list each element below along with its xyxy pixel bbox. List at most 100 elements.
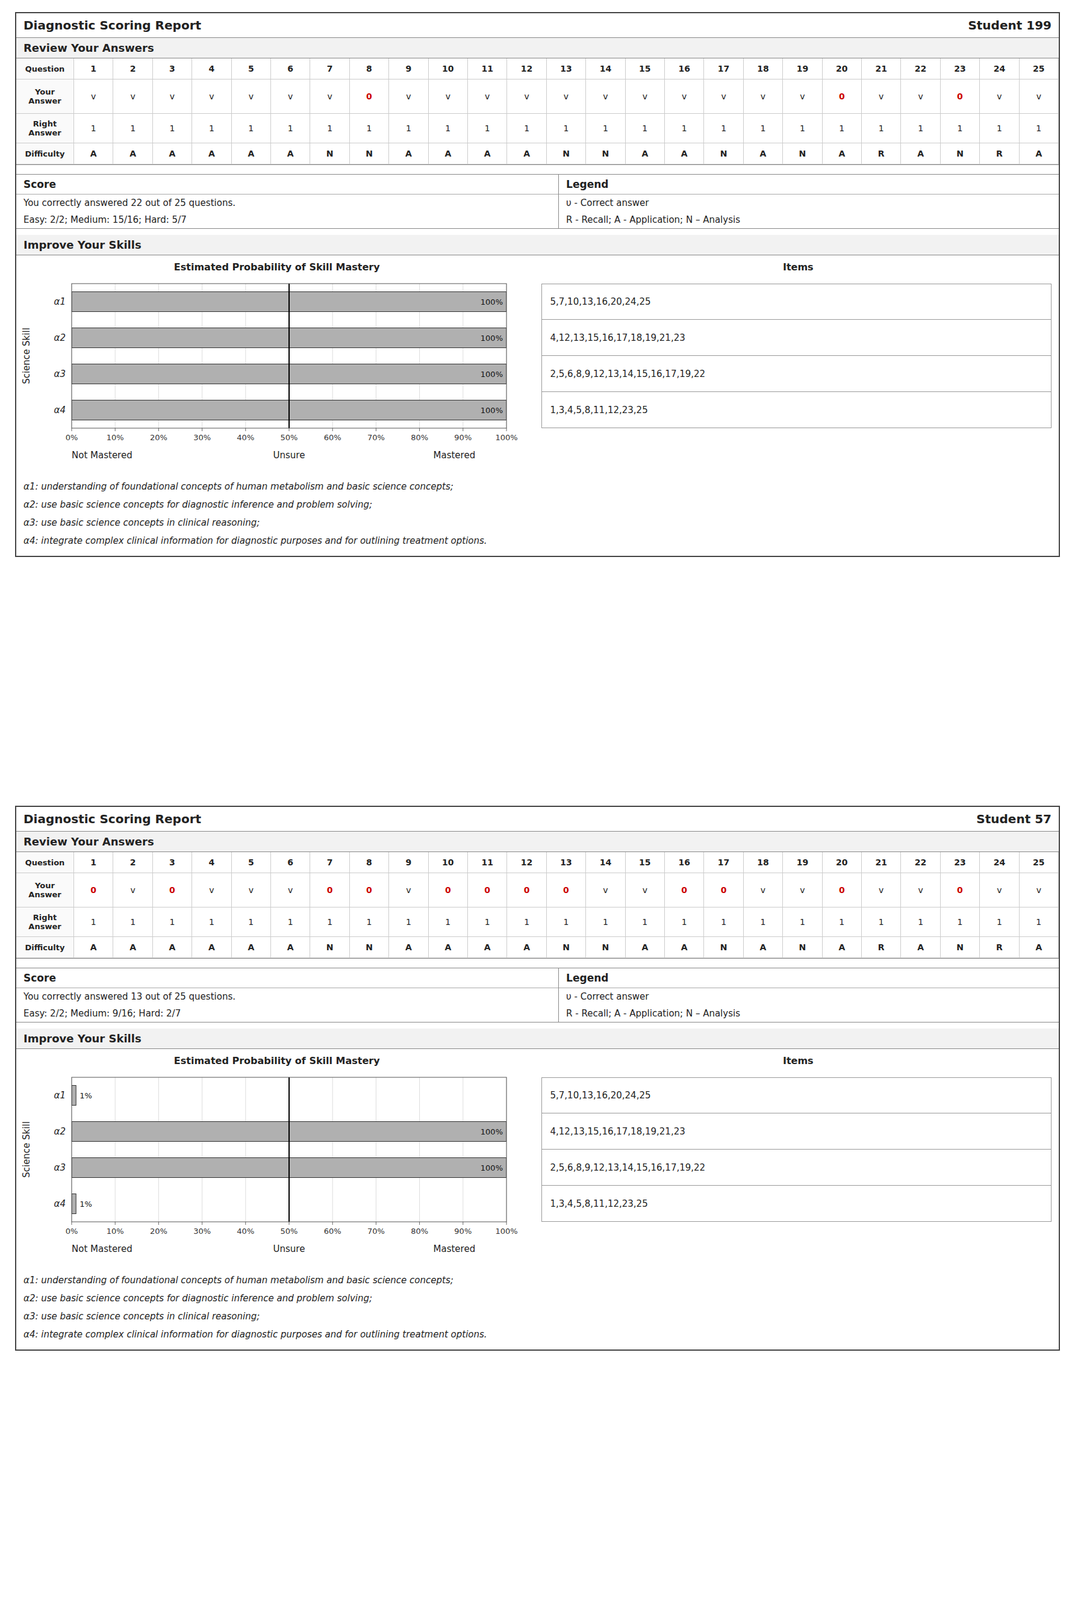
category-label: α4 [54,1198,66,1210]
table-cell: v [743,873,783,908]
table-cell: A [192,937,232,959]
skill-description: α4: integrate complex clinical informati… [16,1325,1059,1344]
table-cell: A [743,937,783,959]
score-legend: ScoreYou correctly answered 22 out of 25… [16,174,1059,229]
table-cell: A [428,143,468,165]
table-cell: 19 [782,852,823,874]
table-cell: 3 [152,852,193,874]
tick-mark [289,1221,290,1225]
score-breakdown: Easy: 2/2; Medium: 9/16; Hard: 2/7 [16,1005,559,1023]
category-label: α1 [54,296,66,308]
table-cell: v [900,79,941,114]
table-cell: 1 [664,907,705,938]
table-cell: 11 [467,58,508,80]
table-cell: N [782,937,823,959]
data-label: 100% [480,1163,503,1173]
table-cell: 17 [704,58,744,80]
table-cell: 1 [310,113,350,144]
tick-mark [201,428,203,432]
table-cell: 18 [743,58,783,80]
data-label: 100% [480,405,503,415]
table-cell: 3 [152,58,193,80]
tick-label: 40% [236,1226,255,1236]
chart-zone: 0%10%20%30%40%50%60%70%80%90%100%100%100… [16,277,538,474]
legend-box: Legendυ - Correct answerR - Recall; A - … [558,968,1059,1023]
grid-line [419,1077,420,1222]
tick-mark [158,428,159,432]
item-row: 5,7,10,13,16,20,24,25 [541,283,1053,320]
table-cell: v [979,873,1019,908]
table-cell: 0 [152,873,193,908]
row-label: Question [16,58,75,80]
table-cell: 19 [782,58,823,80]
table-cell: 12 [507,852,547,874]
table-cell: v [664,79,705,114]
table-cell: A [389,937,429,959]
table-cell: 2 [113,852,153,874]
table-cell: 21 [861,852,901,874]
table-cell: R [861,143,901,165]
table-cell: N [349,937,390,959]
plot-background [71,283,507,429]
table-cell: A [507,937,547,959]
table-cell: 9 [389,852,429,874]
table-cell: v [861,873,901,908]
table-cell: R [861,937,901,959]
table-cell: 0 [822,873,862,908]
table-cell: 13 [546,58,586,80]
item-row: 5,7,10,13,16,20,24,25 [541,1077,1053,1114]
table-cell: v [231,873,272,908]
grid-line [289,283,290,429]
skill-description: α4: integrate complex clinical informati… [16,531,1059,550]
legend-box: Legendυ - Correct answerR - Recall; A - … [558,174,1059,229]
table-cell: 1 [585,113,626,144]
table-cell: 0 [546,873,586,908]
table-cell: N [782,143,823,165]
item-row: 4,12,13,15,16,17,18,19,21,23 [541,319,1053,356]
table-cell: 1 [940,113,980,144]
category-label: α4 [54,404,66,416]
score-text: You correctly answered 13 out of 25 ques… [16,988,559,1006]
table-cell: 5 [231,58,272,80]
table-cell: A [428,937,468,959]
table-cell: 1 [152,113,193,144]
titles-row: Estimated Probability of Skill MasteryIt… [16,1049,1059,1072]
report-title: Diagnostic Scoring Report [23,18,202,33]
table-cell: 1 [349,907,390,938]
table-cell: 1 [349,113,390,144]
tick-label: 80% [410,433,429,443]
score-box: ScoreYou correctly answered 13 out of 25… [16,968,559,1023]
table-cell: 0 [310,873,350,908]
table-cell: v [1019,873,1059,908]
table-cell: 1 [507,113,547,144]
table-cell: 1 [625,113,665,144]
items-zone: 5,7,10,13,16,20,24,254,12,13,15,16,17,18… [537,277,1060,474]
table-cell: 1 [467,113,508,144]
grid-line [115,1077,116,1222]
table-cell: v [585,873,626,908]
table-cell: v [507,79,547,114]
table-cell: 1 [743,907,783,938]
table-cell: A [271,143,311,165]
tick-mark [506,1221,508,1225]
table-cell: 9 [389,58,429,80]
item-row: 1,3,4,5,8,11,12,23,25 [541,1185,1053,1222]
tick-label: 80% [410,1226,429,1236]
table-cell: 0 [507,873,547,908]
grid-line [462,1077,464,1222]
table-cell: N [349,143,390,165]
table-cell: A [507,143,547,165]
table-cell: 1 [1019,113,1059,144]
score-breakdown: Easy: 2/2; Medium: 15/16; Hard: 5/7 [16,211,559,229]
tick-mark [375,428,377,432]
tick-mark [332,1221,334,1225]
table-cell: 5 [231,852,272,874]
table-cell: 0 [940,873,980,908]
report-title: Diagnostic Scoring Report [23,811,202,827]
page: Diagnostic Scoring ReportStudent 199Revi… [0,0,1075,1600]
table-cell: 1 [782,907,823,938]
table-cell: 10 [428,852,468,874]
table-cell: N [585,143,626,165]
annotation: Mastered [433,1243,476,1255]
table-cell: v [192,873,232,908]
